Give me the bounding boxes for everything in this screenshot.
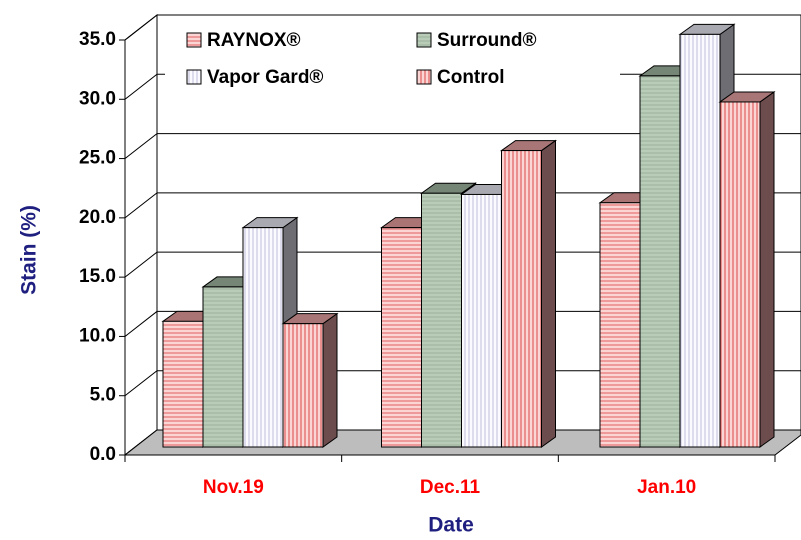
grid-line: [124, 251, 801, 278]
grid-line: [124, 133, 801, 159]
bar: [381, 227, 422, 448]
grid-line: [124, 14, 801, 41]
bar-side: [322, 312, 338, 448]
grid-line: [124, 370, 801, 397]
bar: [599, 202, 641, 448]
bar: [679, 33, 721, 448]
grid-line: [124, 192, 801, 219]
x-tick-label: Nov.19: [203, 477, 264, 498]
legend-box: [165, 18, 620, 100]
side-wall: [124, 13, 158, 457]
legend-swatch: [416, 32, 432, 48]
x-axis-label: Date: [428, 514, 474, 537]
y-axis-label: Stain (%): [18, 205, 41, 295]
y-tick-label: 10.0: [79, 325, 116, 346]
legend-swatch: [186, 32, 202, 48]
x-tick-label: Jan.10: [637, 477, 696, 498]
bar: [421, 192, 462, 448]
legend-label: Surround®: [437, 30, 537, 51]
y-tick-label: 30.0: [79, 88, 116, 109]
y-tick-label: 25.0: [79, 148, 116, 169]
bar: [162, 320, 204, 448]
bar: [639, 75, 681, 448]
bar-side: [541, 139, 556, 448]
y-tick-label: 20.0: [79, 207, 116, 228]
legend-swatch: [416, 69, 432, 85]
bar: [501, 150, 542, 448]
legend-label: Control: [437, 67, 505, 88]
y-tick-label: 35.0: [79, 29, 116, 50]
bar: [202, 286, 244, 448]
legend-label: Vapor Gard®: [207, 67, 323, 88]
bar: [242, 227, 284, 448]
legend-swatch: [186, 69, 202, 85]
bar: [282, 323, 324, 448]
legend-label: RAYNOX®: [207, 30, 301, 51]
bar: [719, 101, 761, 448]
bar-side: [759, 90, 775, 448]
grid-line: [124, 310, 801, 337]
y-tick-label: 5.0: [90, 385, 116, 406]
x-tick-label: Dec.11: [420, 477, 481, 498]
y-tick-label: 15.0: [79, 266, 116, 287]
y-tick-label: 0.0: [90, 444, 116, 465]
bar: [461, 193, 502, 448]
